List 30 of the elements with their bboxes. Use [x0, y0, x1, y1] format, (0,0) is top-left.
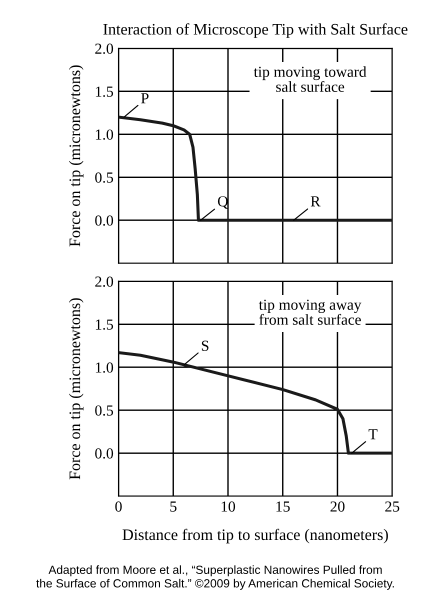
- y-axis-title: Force on tip (micronewtons): [68, 65, 84, 246]
- y-axis-title: Force on tip (micronewtons): [68, 298, 84, 480]
- line-series: [118, 351, 392, 455]
- y-tick-label: 0.0: [95, 215, 114, 226]
- x-tick-label: 20: [330, 501, 345, 512]
- x-tick-label: 0: [115, 501, 122, 512]
- annotation: tip moving toward salt surface: [254, 66, 366, 92]
- y-tick-label: 1.5: [96, 86, 114, 97]
- text: Adapted from Moore et al., “Superplastic Nanowires Pulled from the Surface of Common Salt.” ©2009 by American Chemical Society.: [36, 565, 394, 590]
- chart-title: Interaction of Microscope Tip with Salt Surface: [103, 23, 408, 38]
- y-tick-label: 1.0: [96, 129, 114, 140]
- y-tick-label: 0.0: [95, 448, 114, 459]
- annotation: Q: [218, 196, 228, 209]
- y-tick-label: 1.0: [96, 362, 114, 373]
- annotation: T: [368, 429, 378, 440]
- y-tick-label: 0.5: [95, 405, 114, 416]
- annotation: R: [310, 196, 321, 206]
- y-tick-label: 1.5: [96, 319, 114, 330]
- x-tick-label: 10: [222, 501, 236, 512]
- x-tick-label: 25: [385, 501, 400, 512]
- y-tick-label: 0.5: [95, 172, 114, 183]
- annotation: S: [202, 340, 208, 351]
- x-axis-title: Distance from tip to surface (nanometers): [122, 528, 388, 544]
- annotation: P: [141, 93, 149, 104]
- line-series: [118, 116, 392, 222]
- y-tick-label: 2.0: [95, 44, 114, 54]
- x-tick-label: 15: [276, 501, 290, 512]
- y-tick-label: 2.0: [95, 276, 114, 287]
- x-tick-label: 5: [170, 502, 176, 512]
- annotation: tip moving away from salt surface: [258, 300, 362, 325]
